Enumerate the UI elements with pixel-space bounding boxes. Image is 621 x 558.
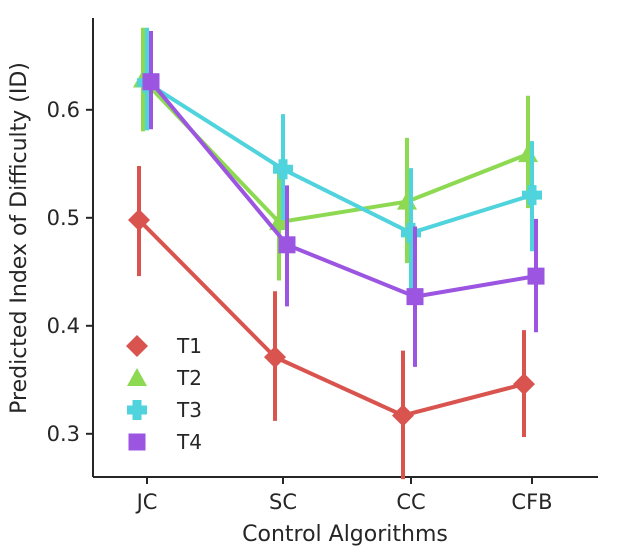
legend-item-t1: T1 xyxy=(126,334,202,358)
x-axis-label: Control Algorithms xyxy=(242,522,448,547)
legend-marker xyxy=(128,433,146,451)
data-point xyxy=(513,373,535,396)
data-point xyxy=(522,185,542,206)
series-layer xyxy=(128,27,545,480)
data-point xyxy=(142,73,160,91)
legend: T1 T2 T3 T4 xyxy=(126,334,202,454)
legend-item-t3: T3 xyxy=(127,398,202,422)
data-point xyxy=(406,288,424,306)
legend-label: T3 xyxy=(176,398,202,422)
x-tick-label: JC xyxy=(135,490,158,514)
x-tick-label: CC xyxy=(396,490,425,514)
legend-label: T1 xyxy=(176,334,202,358)
data-point xyxy=(392,404,414,427)
y-axis-label: Predicted Index of Difficulty (ID) xyxy=(7,62,32,414)
y-tick-label: 0.4 xyxy=(47,314,80,338)
series-t3 xyxy=(137,27,542,294)
axes: 0.3 0.4 0.5 0.6 JC SC CC CFB xyxy=(47,18,598,514)
series-line xyxy=(145,81,533,235)
x-tick-label: SC xyxy=(269,490,297,514)
series-line xyxy=(137,218,525,418)
data-point xyxy=(278,236,296,254)
x-tick-label: CFB xyxy=(511,490,552,514)
legend-label: T2 xyxy=(176,366,202,390)
data-point xyxy=(527,267,545,285)
data-point xyxy=(518,144,538,163)
y-tick-label: 0.6 xyxy=(47,98,80,122)
series-line xyxy=(149,80,537,299)
legend-item-t4: T4 xyxy=(128,430,202,454)
legend-marker xyxy=(127,400,147,420)
legend-marker xyxy=(127,368,147,386)
data-point xyxy=(128,208,150,231)
y-tick-label: 0.5 xyxy=(47,206,80,230)
legend-label: T4 xyxy=(176,430,202,454)
series-t4 xyxy=(142,30,545,367)
series-t1 xyxy=(128,165,535,480)
series-t2 xyxy=(133,27,538,281)
data-point xyxy=(401,222,421,243)
data-point xyxy=(264,346,286,369)
series-line xyxy=(141,78,529,225)
data-point xyxy=(273,159,293,180)
legend-item-t2: T2 xyxy=(127,366,202,390)
data-point xyxy=(269,212,289,231)
legend-marker xyxy=(126,335,148,357)
y-tick-label: 0.3 xyxy=(47,422,80,446)
